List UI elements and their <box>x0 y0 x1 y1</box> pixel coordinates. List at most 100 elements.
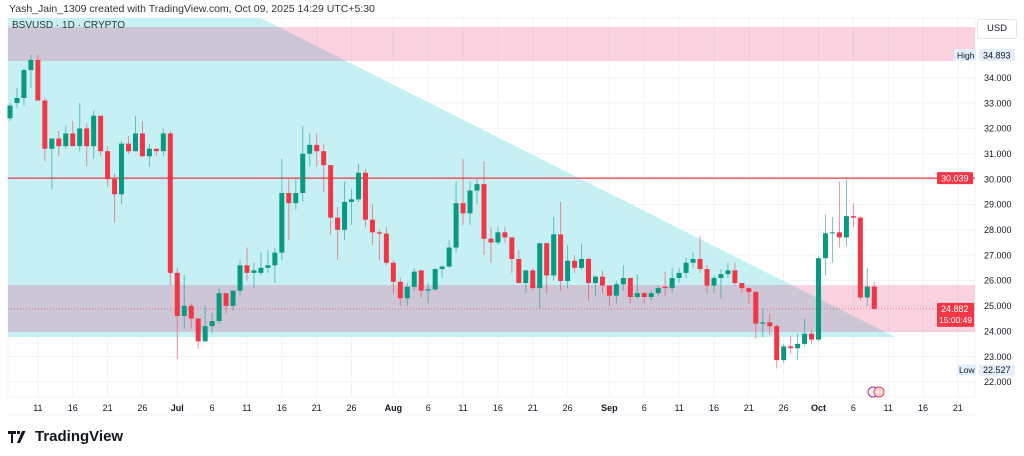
candle <box>21 67 27 106</box>
candle <box>592 275 598 296</box>
candle <box>864 267 870 306</box>
candle-body <box>641 293 647 297</box>
candle <box>509 237 515 273</box>
candle-body <box>655 288 661 294</box>
low-price-tag-bg <box>979 364 1015 376</box>
candle <box>98 115 104 157</box>
candle <box>537 243 543 309</box>
candle-body <box>14 97 20 104</box>
candle-body <box>174 272 180 316</box>
candle <box>460 158 466 225</box>
high-label-bg <box>954 49 976 62</box>
candle <box>125 136 131 154</box>
candle <box>606 285 612 306</box>
candle <box>237 260 243 296</box>
candle <box>425 283 431 304</box>
candle <box>7 103 13 121</box>
candle <box>286 179 292 240</box>
candle <box>453 181 459 253</box>
candle-body <box>272 252 278 266</box>
candle-body <box>328 165 334 218</box>
y-tick-label: 26.000 <box>984 276 1012 286</box>
candle-body <box>509 237 515 259</box>
x-tick-label: 11 <box>458 403 467 413</box>
candle-body <box>49 138 55 149</box>
candle <box>579 243 585 271</box>
candle-body <box>146 148 152 157</box>
candle-body <box>753 291 759 324</box>
candle <box>502 227 508 243</box>
candle <box>91 110 97 159</box>
candle-body <box>802 333 808 344</box>
candle-body <box>91 115 97 147</box>
candle-body <box>300 153 306 194</box>
candle <box>369 204 375 246</box>
symbol-label[interactable]: BSVUSD · 1D · CRYPTO <box>12 20 125 31</box>
candle <box>795 333 801 361</box>
candle <box>328 165 334 235</box>
x-tick-label: 21 <box>953 403 963 413</box>
candle <box>530 267 536 291</box>
candle <box>613 280 619 304</box>
candle <box>816 256 822 342</box>
candle-body <box>864 286 870 298</box>
candle <box>42 97 48 162</box>
chart-credit: Yash_Jain_1309 created with TradingView.… <box>9 3 375 15</box>
candle <box>746 288 752 304</box>
candle <box>802 318 808 347</box>
candle <box>376 229 382 261</box>
x-tick-label: 16 <box>68 403 78 413</box>
x-tick-label: 21 <box>744 403 754 413</box>
candle-body <box>279 193 285 253</box>
x-tick-label: 6 <box>426 403 431 413</box>
candle-body <box>739 283 745 289</box>
candle-body <box>125 143 131 152</box>
candle <box>146 143 152 167</box>
candle-body <box>202 326 208 342</box>
candle <box>390 260 396 294</box>
candle-body <box>572 260 578 268</box>
candle <box>411 267 417 291</box>
candle-body <box>467 190 473 214</box>
candle <box>822 214 828 276</box>
x-tick-label: 11 <box>884 403 893 413</box>
level-price-tag-text: 30.039 <box>941 173 969 183</box>
candle <box>362 168 368 228</box>
candle <box>195 318 201 349</box>
candle <box>349 189 355 225</box>
candle-body <box>390 262 396 282</box>
candle <box>690 252 696 268</box>
candle <box>781 343 787 363</box>
candle-body <box>153 148 159 152</box>
candle <box>307 133 313 167</box>
candle-body <box>28 59 34 71</box>
candle <box>871 281 877 310</box>
currency-button[interactable]: USD <box>977 19 1017 39</box>
candle <box>634 274 640 299</box>
candle-body <box>356 172 361 200</box>
candle <box>63 125 69 149</box>
candle <box>181 275 187 329</box>
tradingview-logo[interactable]: TradingView <box>8 428 123 445</box>
candle <box>620 265 626 291</box>
candle-body <box>139 133 145 157</box>
candle-body <box>314 144 320 152</box>
candle <box>432 267 438 291</box>
candle <box>216 288 222 324</box>
x-tick-label: 16 <box>918 403 928 413</box>
candle-body <box>369 219 375 233</box>
candle-body <box>223 293 229 306</box>
candle <box>230 290 236 311</box>
candle <box>314 133 320 167</box>
x-tick-label: 16 <box>277 403 287 413</box>
candle <box>774 324 780 369</box>
candle <box>272 247 278 284</box>
economic-event-icon[interactable] <box>867 386 885 398</box>
candle <box>481 161 487 256</box>
candle-body <box>160 133 166 152</box>
candle-body <box>558 234 564 282</box>
candle-body <box>565 260 571 282</box>
candle-body <box>809 333 815 340</box>
candle-body <box>781 346 787 361</box>
